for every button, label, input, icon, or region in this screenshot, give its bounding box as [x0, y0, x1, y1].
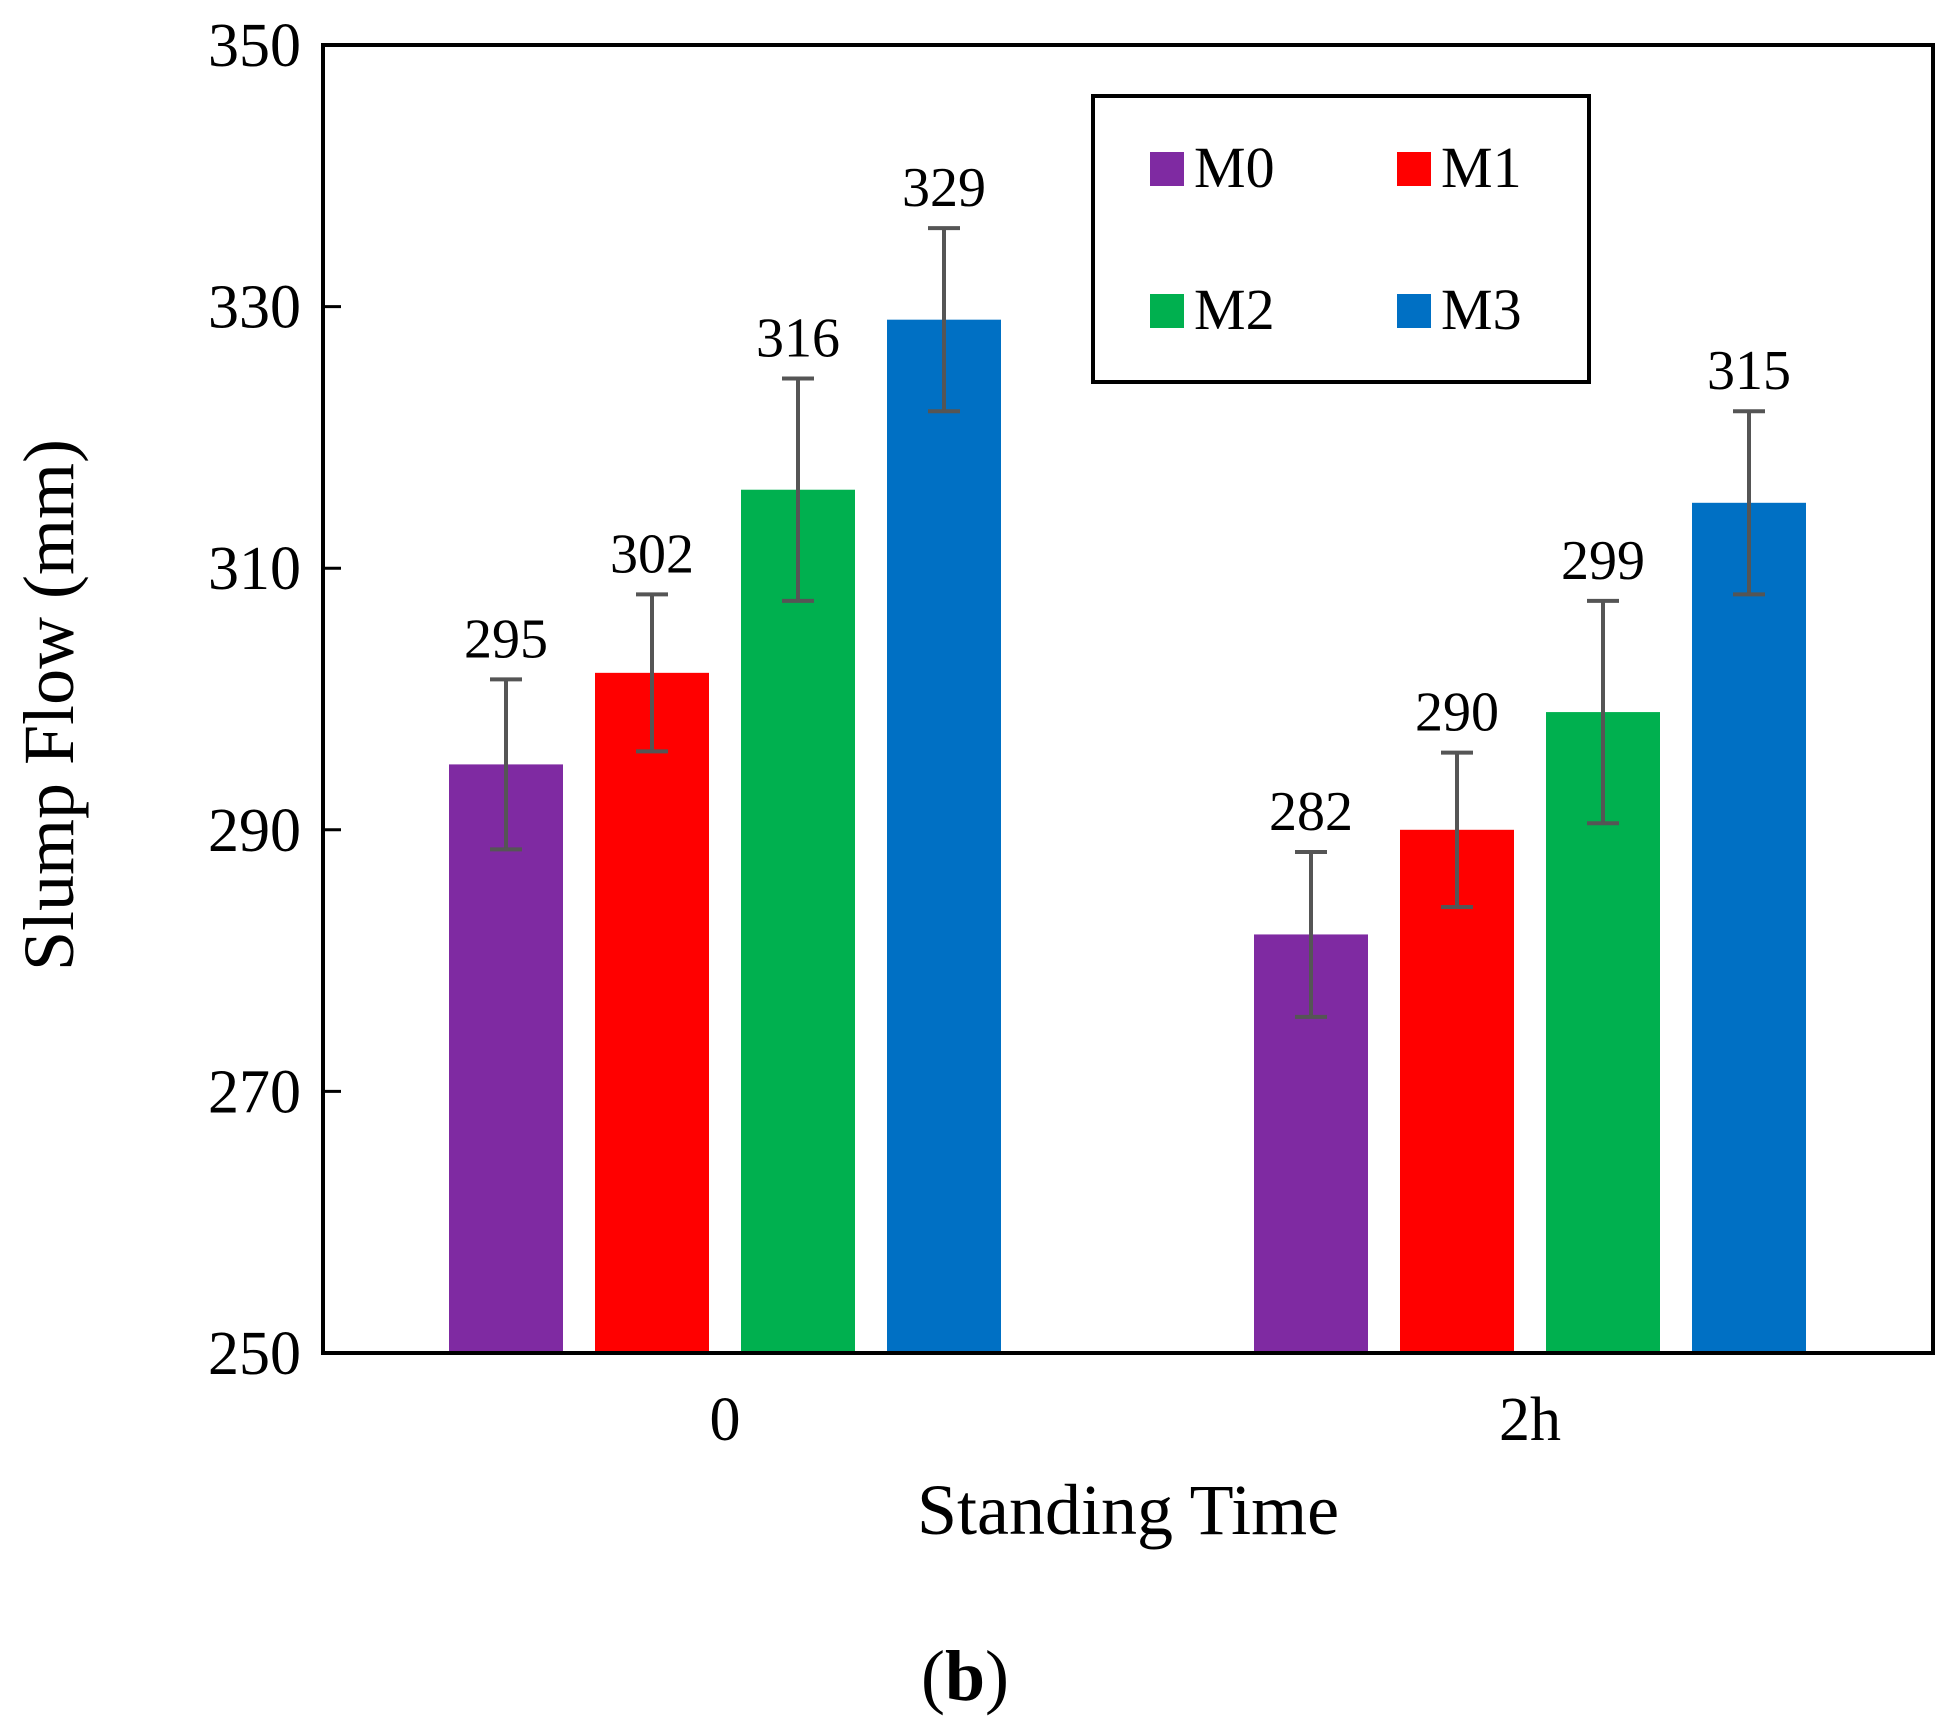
- bar-M2-0: [741, 489, 855, 1354]
- plot-area-frame: [321, 43, 1935, 1355]
- bar-M1-2h: [1400, 829, 1514, 1353]
- legend-label-M1: M1: [1441, 135, 1522, 200]
- legend-swatch-M1: [1397, 152, 1431, 186]
- bar-M3-2h: [1692, 502, 1806, 1353]
- data-label-M2-2h: 299: [1561, 530, 1645, 592]
- legend-swatch-M3: [1397, 294, 1431, 328]
- x-axis-title: Standing Time: [917, 1470, 1339, 1550]
- panel-label: (b): [921, 1636, 1009, 1716]
- data-label-M0-2h: 282: [1269, 781, 1353, 843]
- data-label-M3-0: 329: [902, 157, 986, 219]
- error-bars-layer: [490, 226, 1765, 1019]
- y-tick-label: 250: [208, 1320, 301, 1388]
- data-label-M1-2h: 290: [1415, 682, 1499, 744]
- panel-label-letter: b: [945, 1636, 985, 1716]
- y-tick-label: 270: [208, 1058, 301, 1126]
- y-axis: 250 270 290 310 330 350: [208, 12, 341, 1388]
- panel-label-open: (: [921, 1636, 945, 1716]
- legend-label-M3: M3: [1441, 277, 1522, 342]
- legend: M0 M1 M2 M3: [1091, 94, 1591, 384]
- legend-label-M0: M0: [1194, 135, 1275, 200]
- y-tick-label: 290: [208, 797, 301, 865]
- data-label-M2-0: 316: [756, 308, 840, 370]
- data-label-M1-0: 302: [610, 523, 694, 585]
- legend-swatch-M0: [1150, 152, 1184, 186]
- legend-label-M2: M2: [1194, 277, 1275, 342]
- y-axis-title: Slump Flow (mm): [9, 439, 89, 971]
- x-tick-label: 2h: [1499, 1386, 1561, 1454]
- panel-label-close: ): [985, 1636, 1009, 1716]
- legend-box: [1091, 94, 1591, 384]
- bar-M1-0: [595, 672, 709, 1353]
- y-tick-label: 330: [208, 274, 301, 342]
- data-label-M3-2h: 315: [1707, 340, 1791, 402]
- y-tick-label: 310: [208, 535, 301, 603]
- bar-M0-0: [449, 764, 563, 1353]
- x-axis: 0 2h: [710, 1386, 1562, 1454]
- x-tick-label: 0: [710, 1386, 741, 1454]
- y-tick-label: 350: [208, 12, 301, 80]
- data-labels-layer: 295 282 302 290 316 299 329 315: [464, 157, 1791, 843]
- legend-swatch-M2: [1150, 294, 1184, 328]
- data-label-M0-0: 295: [464, 608, 548, 670]
- bar-M3-0: [887, 319, 1001, 1354]
- bars-layer: [449, 319, 1806, 1354]
